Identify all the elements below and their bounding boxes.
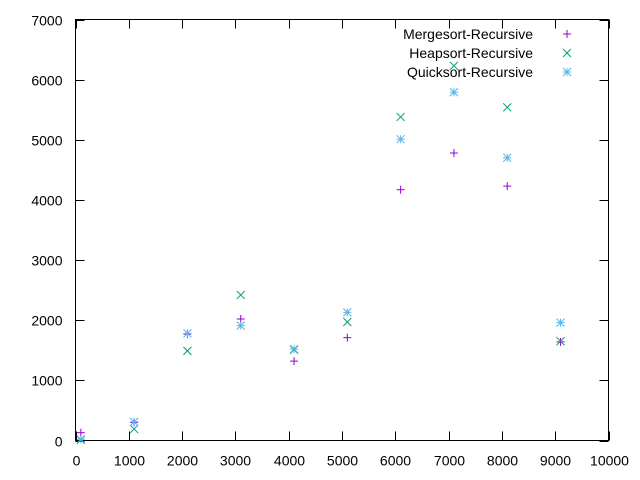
data-point	[396, 112, 405, 122]
legend-marker	[562, 67, 572, 77]
x-tick-label: 9000	[540, 453, 571, 469]
x-tick-label: 0	[73, 453, 81, 469]
y-tick-label: 5000	[31, 133, 62, 149]
plot-frame	[75, 19, 609, 441]
x-tick-label: 2000	[167, 453, 198, 469]
y-tick-label: 4000	[31, 193, 62, 209]
data-point	[396, 185, 405, 194]
legend: Mergesort-Recursive Heapsort-Recursive Qui…	[403, 26, 572, 80]
x-tick-label: 4000	[274, 453, 305, 469]
data-point	[556, 336, 565, 346]
data-point	[503, 182, 512, 191]
x-tick-label: 3000	[220, 453, 251, 469]
data-point	[396, 134, 405, 144]
data-point	[183, 346, 192, 356]
y-tick-label: 7000	[31, 13, 62, 29]
x-tick-label: 10000	[590, 453, 629, 469]
data-point	[449, 61, 459, 71]
data-point	[502, 153, 512, 163]
legend-marker	[563, 30, 571, 38]
data-point	[76, 434, 86, 444]
data-point	[129, 417, 139, 427]
x-tick-label: 1000	[114, 453, 145, 469]
data-points	[76, 61, 565, 445]
axis-tick-labels: 0 1000 2000 3000 4000 5000 6000 7000 8000 9000 100…	[31, 13, 629, 469]
legend-label: Heapsort-Recursive	[409, 45, 533, 61]
y-tick-label: 6000	[31, 73, 62, 89]
x-tick-label: 6000	[380, 453, 411, 469]
legend-label: Mergesort-Recursive	[403, 26, 533, 42]
y-tick-label: 0	[55, 434, 63, 450]
data-point	[289, 344, 299, 354]
y-tick-label: 1000	[31, 373, 62, 389]
data-point	[342, 317, 352, 327]
data-point	[449, 87, 459, 97]
data-point	[449, 149, 458, 158]
series-quicksort-recursive	[76, 87, 565, 444]
y-tick-label: 2000	[31, 313, 62, 329]
data-point	[342, 308, 352, 317]
data-point	[556, 318, 565, 327]
series-mergesort-recursive	[76, 149, 565, 437]
data-point	[236, 321, 246, 330]
data-point	[343, 333, 352, 342]
data-point	[129, 424, 139, 434]
data-point	[502, 102, 512, 112]
x-tick-label: 8000	[487, 453, 518, 469]
data-point	[183, 329, 192, 338]
data-point	[290, 357, 299, 366]
x-tick-label: 7000	[434, 453, 465, 469]
data-point	[236, 290, 246, 300]
legend-marker	[562, 48, 572, 58]
y-tick-label: 3000	[31, 253, 62, 269]
legend-label: Quicksort-Recursive	[407, 64, 533, 80]
x-tick-label: 5000	[327, 453, 358, 469]
